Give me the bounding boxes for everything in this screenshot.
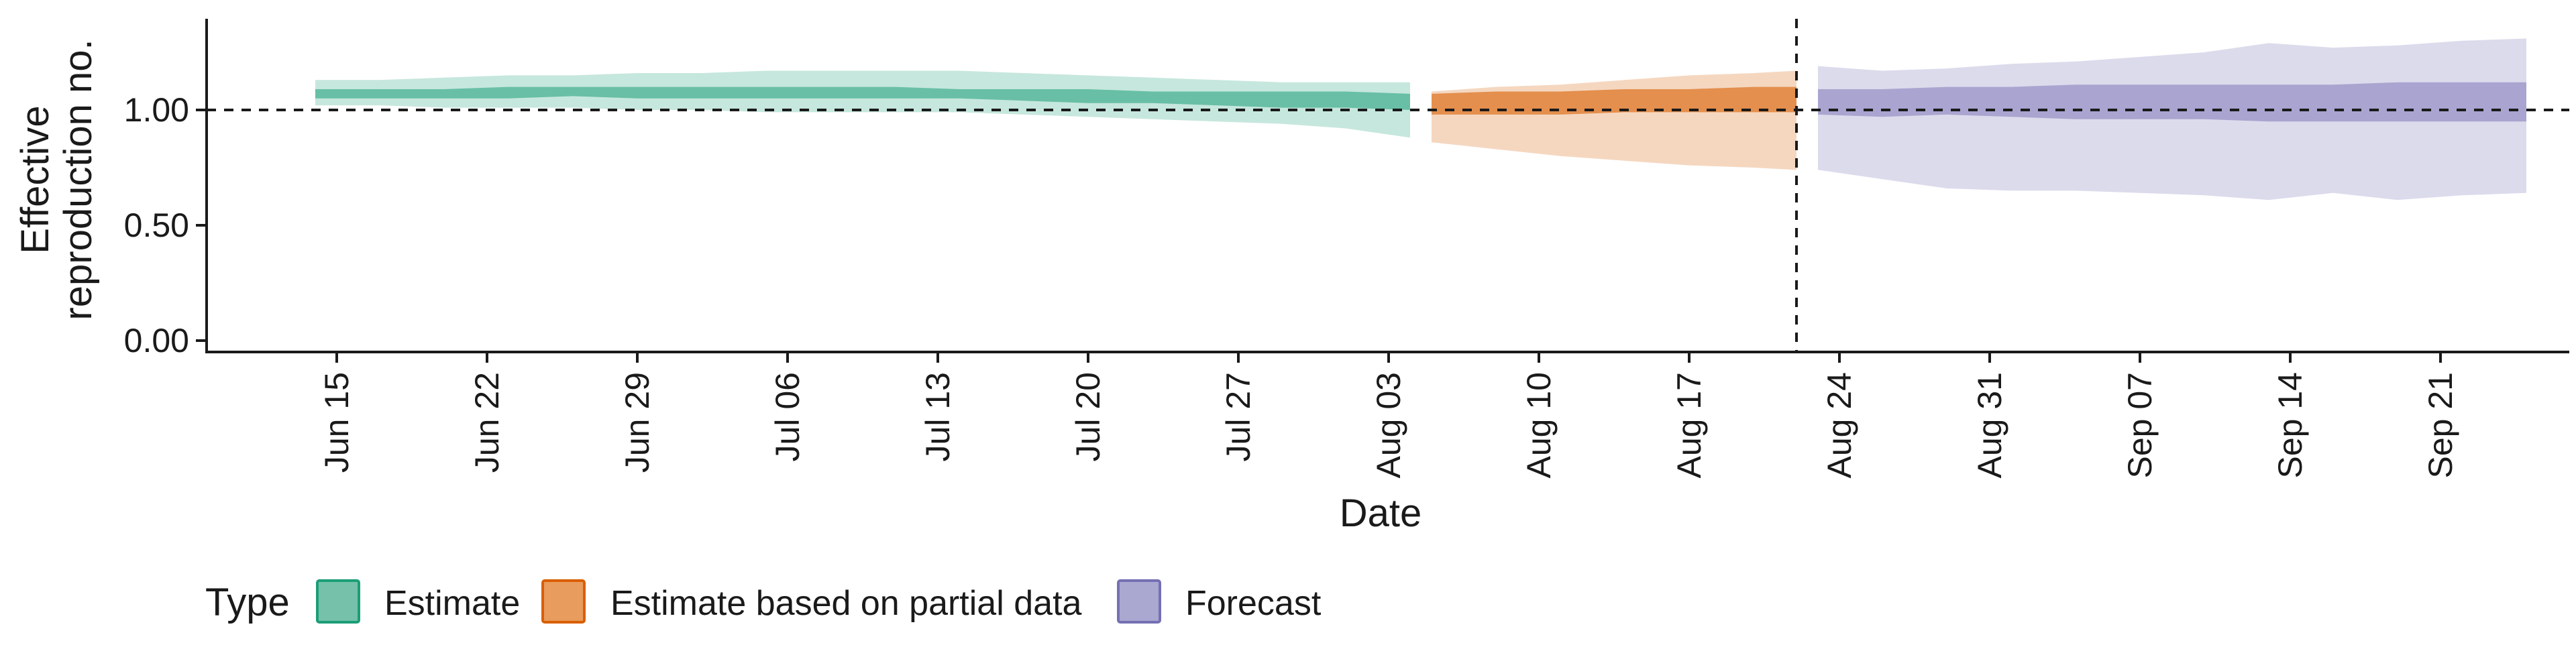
- legend-label-forecast: Forecast: [1185, 584, 1322, 623]
- legend: Type Estimate Estimate based on partial …: [205, 579, 1322, 624]
- y-axis-title-line2: reproduction no.: [56, 39, 100, 320]
- y-axis-title: Effective reproduction no.: [13, 39, 100, 320]
- x-tick-label: Aug 03: [1370, 372, 1407, 478]
- legend-title: Type: [205, 581, 290, 624]
- legend-swatch-estimate: [316, 579, 360, 624]
- y-tick-label: 0.00: [124, 322, 189, 359]
- x-tick-label: Aug 31: [1971, 372, 2008, 478]
- estimate-bands: [315, 38, 2526, 200]
- legend-label-estimate: Estimate: [384, 584, 520, 623]
- band-inner-forecast: [1818, 82, 2526, 122]
- x-axis-title: Date: [1340, 491, 1422, 535]
- x-tick-label: Sep 07: [2121, 372, 2159, 478]
- x-tick-label: Sep 14: [2271, 372, 2309, 478]
- band-outer-forecast: [1818, 38, 2526, 200]
- x-tick-label: Aug 10: [1520, 372, 1558, 478]
- x-tick-label: Aug 17: [1670, 372, 1708, 478]
- x-tick-label: Jul 20: [1069, 372, 1107, 461]
- y-tick-label: 0.50: [124, 207, 189, 244]
- band-inner-estimate-based-on-partial-data: [1432, 86, 1796, 115]
- band-outer-estimate-based-on-partial-data: [1432, 70, 1796, 170]
- x-tick-label: Jul 13: [919, 372, 957, 461]
- x-tick-label: Jun 15: [318, 372, 356, 473]
- legend-swatch-partial: [541, 579, 586, 624]
- axes: 0.00 0.50 1.00 Jun 15 Jun 22 Jun 29 Jul 06 Jul …: [124, 19, 2569, 478]
- y-axis-title-line1: Effective: [13, 105, 57, 253]
- reference-lines: [207, 19, 2569, 352]
- x-tick-label: Jul 06: [769, 372, 806, 461]
- legend-label-partial: Estimate based on partial data: [610, 584, 1082, 623]
- x-tick-label: Jul 27: [1220, 372, 1257, 461]
- band-inner-estimate: [315, 86, 1410, 110]
- x-tick-label: Jun 29: [619, 372, 656, 473]
- x-tick-label: Sep 21: [2422, 372, 2459, 478]
- x-tick-label: Jun 22: [468, 372, 506, 473]
- legend-swatch-forecast: [1117, 579, 1161, 624]
- y-tick-label: 1.00: [124, 91, 189, 129]
- x-tick-label: Aug 24: [1821, 372, 1858, 478]
